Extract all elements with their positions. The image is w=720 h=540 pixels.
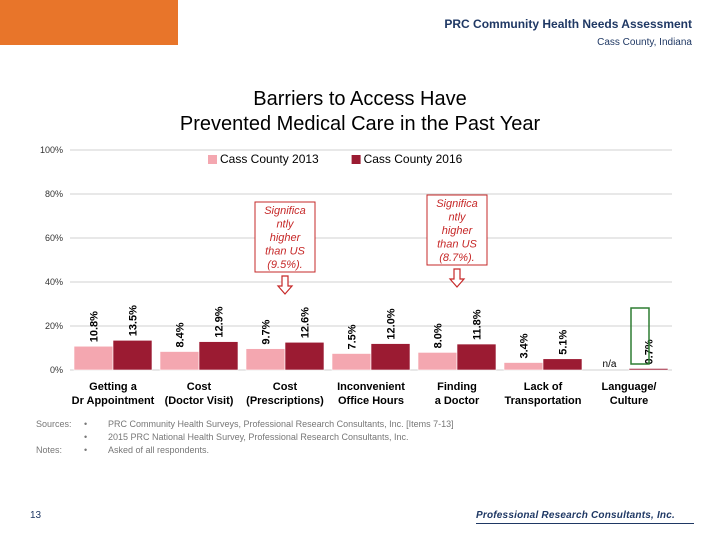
data-label: 10.8% [89, 311, 101, 342]
note-line: Asked of all respondents. [108, 445, 210, 455]
data-label: 12.6% [300, 307, 312, 338]
prc-logo: Professional Research Consultants, Inc. [476, 510, 675, 521]
data-label: 9.7% [261, 319, 273, 344]
data-label: 7.5% [347, 324, 359, 349]
header-title: PRC Community Health Needs Assessment [444, 17, 692, 31]
x-tick-label: Culture [610, 395, 649, 407]
bar-2013 [331, 353, 372, 371]
annotation-text: (9.5%). [267, 259, 302, 271]
bullet: • [84, 419, 88, 429]
slide-title-line-2: Prevented Medical Care in the Past Year [179, 113, 541, 135]
annotation-text: than US [265, 246, 305, 258]
bullet: • [84, 445, 88, 455]
legend-label: Cass County 2013 [220, 152, 319, 166]
highlight-box [630, 307, 650, 365]
x-tick-label: Cost [187, 381, 212, 393]
annotation-arrow [448, 268, 466, 288]
slide-title-line-1: Barriers to Access Have [253, 88, 467, 110]
data-label: 8.4% [175, 322, 187, 347]
data-label: 5.1% [558, 329, 570, 354]
x-tick-label: Language/ [601, 381, 656, 393]
x-tick-label: Lack of [524, 381, 563, 393]
y-tick-label: 20% [45, 321, 63, 331]
bar-2016 [628, 368, 669, 371]
bullet: • [84, 432, 88, 442]
source-line: PRC Community Health Surveys, Profession… [108, 419, 454, 429]
bar-2013 [417, 352, 458, 371]
bar-2013 [245, 348, 286, 371]
bar-2013 [73, 345, 114, 371]
data-label: 8.0% [433, 323, 445, 348]
data-label: 13.5% [128, 305, 140, 336]
logo-underline [476, 523, 694, 524]
legend-label: Cass County 2016 [364, 152, 463, 166]
annotation-arrow [276, 275, 294, 295]
x-tick-label: (Prescriptions) [246, 395, 324, 407]
annotation-box [254, 201, 316, 273]
x-tick-label: Inconvenient [337, 381, 405, 393]
x-tick-label: Dr Appointment [72, 395, 155, 407]
bar-2016 [284, 341, 325, 371]
bar-2013 [159, 351, 200, 371]
x-tick-label: (Doctor Visit) [165, 395, 234, 407]
x-tick-label: Finding [437, 381, 477, 393]
y-tick-label: 60% [45, 233, 63, 243]
annotation-text: higher [442, 225, 474, 237]
x-tick-label: Getting a [89, 381, 138, 393]
bar-2016 [198, 341, 239, 371]
annotation-text: ntly [448, 212, 467, 224]
annotation-text: (8.7%). [439, 252, 474, 264]
annotation-text: Significa [436, 198, 478, 210]
annotation-text: than US [437, 239, 477, 251]
header-subtitle: Cass County, Indiana [597, 37, 692, 48]
page-number: 13 [30, 510, 42, 521]
y-tick-label: 80% [45, 189, 63, 199]
source-line: 2015 PRC National Health Survey, Profess… [108, 432, 409, 442]
annotation-text: Significa [264, 205, 306, 217]
x-tick-label: Office Hours [338, 395, 404, 407]
x-tick-label: Transportation [504, 395, 581, 407]
annotation-text: ntly [276, 219, 295, 231]
data-label: n/a [603, 359, 617, 370]
data-label: 12.0% [386, 308, 398, 339]
data-label: 12.9% [214, 306, 226, 337]
bar-2016 [370, 343, 411, 371]
annotation-box [426, 194, 488, 266]
x-tick-label: a Doctor [435, 395, 480, 407]
notes-label: Notes: [36, 445, 63, 455]
brand-logo-block [0, 0, 178, 45]
legend-swatch [351, 155, 361, 164]
legend-swatch [208, 155, 217, 164]
bar-2016 [112, 339, 153, 371]
annotation-text: higher [270, 232, 302, 244]
bar-2016 [542, 358, 583, 371]
data-label: 11.8% [472, 309, 484, 340]
data-label: 3.4% [519, 333, 531, 358]
y-tick-label: 0% [50, 365, 63, 375]
x-tick-label: Cost [273, 381, 298, 393]
y-tick-label: 100% [40, 145, 63, 155]
bar-2016 [456, 343, 497, 371]
bar-2013 [503, 362, 544, 371]
y-tick-label: 40% [45, 277, 63, 287]
sources-label: Sources: [36, 419, 72, 429]
